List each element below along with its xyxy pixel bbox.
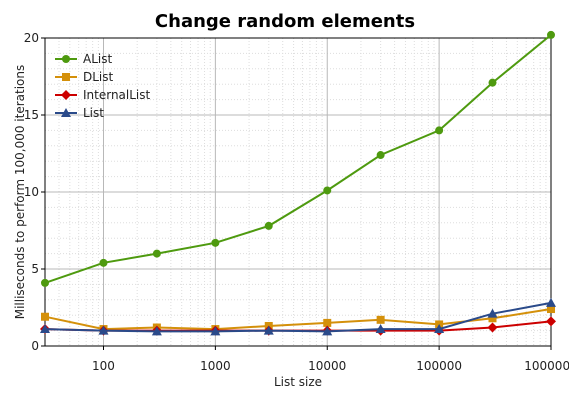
data-point — [323, 318, 332, 327]
data-point — [211, 238, 220, 247]
data-point — [376, 315, 385, 324]
data-point — [41, 278, 49, 287]
data-point — [98, 325, 109, 335]
data-point — [547, 30, 555, 39]
data-point — [435, 126, 444, 135]
data-point — [323, 186, 332, 195]
data-point — [210, 326, 221, 336]
data-point — [547, 305, 555, 314]
legend-marker — [62, 73, 70, 81]
legend-marker — [62, 55, 70, 63]
legend-label: DList — [83, 70, 114, 84]
data-point — [546, 297, 556, 307]
x-tick-label: 1000 — [200, 359, 231, 373]
data-point — [40, 324, 50, 334]
legend-item-alist: AList — [55, 52, 112, 66]
y-axis-label: Milliseconds to perform 100,000 iteratio… — [13, 65, 27, 320]
x-tick-label: 10000 — [308, 359, 346, 373]
data-point — [375, 324, 386, 334]
x-axis-label: List size — [274, 375, 322, 389]
data-point — [41, 312, 49, 321]
legend-label: AList — [83, 52, 112, 66]
data-point — [488, 314, 497, 323]
data-point — [376, 151, 385, 160]
data-point — [488, 78, 497, 87]
y-tick-label: 0 — [31, 339, 39, 353]
data-point — [487, 322, 498, 333]
legend-marker — [61, 90, 71, 100]
series-line-list — [44, 301, 552, 333]
chart-title: Change random elements — [155, 11, 415, 32]
data-point — [263, 325, 274, 335]
data-point — [151, 326, 162, 336]
legend-label: InternalList — [83, 88, 151, 102]
series-list — [40, 297, 556, 336]
y-tick-label: 10 — [24, 185, 39, 199]
series-line-alist — [44, 34, 552, 284]
data-point — [99, 258, 108, 267]
legend-label: List — [83, 106, 104, 120]
data-point — [152, 249, 161, 258]
data-point — [264, 221, 273, 230]
legend-item-dlist: DList — [55, 70, 114, 84]
legend-item-internallist: InternalList — [55, 88, 151, 102]
legend-marker — [61, 108, 71, 117]
y-tick-label: 20 — [24, 31, 39, 45]
legend-item-list: List — [55, 106, 104, 120]
legend: AList DList InternalList List — [55, 52, 151, 120]
x-tick-label: 100000 — [416, 359, 462, 373]
x-tick-label: 100 — [92, 359, 115, 373]
y-tick-label: 5 — [31, 262, 39, 276]
grid — [45, 37, 552, 346]
data-point — [546, 316, 556, 327]
series — [40, 30, 556, 336]
data-point — [322, 326, 333, 336]
y-tick-label: 15 — [24, 108, 39, 122]
data-point — [487, 308, 498, 318]
series-alist — [41, 30, 555, 287]
data-point — [434, 324, 445, 334]
